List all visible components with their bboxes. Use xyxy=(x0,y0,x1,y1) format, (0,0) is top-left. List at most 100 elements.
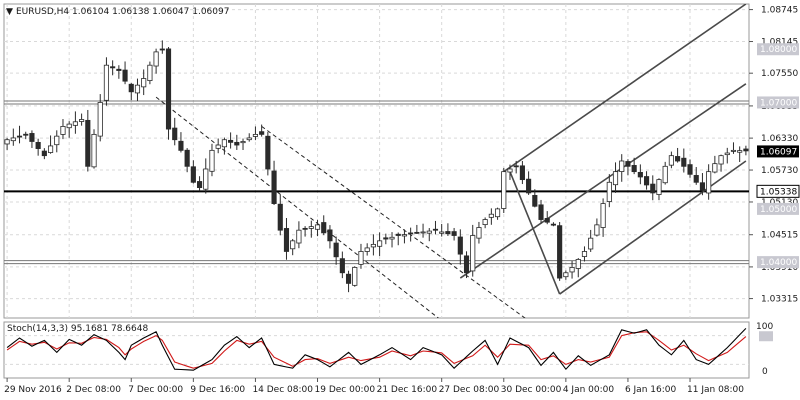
candle-body xyxy=(296,229,302,244)
channel-line xyxy=(261,126,526,318)
candle-body xyxy=(743,148,749,152)
candle xyxy=(79,113,85,126)
candle-body xyxy=(147,64,153,81)
candle xyxy=(252,126,259,141)
level-badge-label: 1.04000 xyxy=(760,258,797,268)
candle xyxy=(153,48,159,74)
candle xyxy=(668,151,674,169)
channel-line xyxy=(509,171,561,295)
candle-body xyxy=(538,204,544,220)
candle-body xyxy=(507,168,513,173)
candle xyxy=(41,148,47,160)
x-tick-label: 6 Jan 16:00 xyxy=(625,385,677,395)
candle xyxy=(296,221,302,249)
y-tick-label: 1.05730 xyxy=(761,166,798,176)
candle-body xyxy=(550,223,557,226)
candle-body xyxy=(463,255,470,274)
candle-body xyxy=(494,208,501,218)
channel-line xyxy=(559,160,747,295)
candle xyxy=(16,125,23,144)
candle-body xyxy=(557,225,563,279)
candle-body xyxy=(35,142,41,149)
candle-body xyxy=(408,232,414,235)
y-tick-label: 1.04515 xyxy=(761,231,798,241)
candle xyxy=(699,173,706,196)
y-tick-label: 1.08145 xyxy=(761,38,798,48)
candle-body xyxy=(321,222,327,234)
candle xyxy=(215,138,221,154)
candle-body xyxy=(476,227,482,239)
symbol-label: EURUSD,H4 xyxy=(16,7,69,17)
candle xyxy=(190,160,196,184)
candle-body xyxy=(594,224,600,236)
candle xyxy=(277,194,283,236)
stoch-signal-line xyxy=(6,331,747,369)
trend-channels xyxy=(155,4,747,318)
candle xyxy=(414,224,420,234)
candle xyxy=(662,161,668,185)
candle-body xyxy=(85,119,91,167)
candle-body xyxy=(277,203,283,231)
candle xyxy=(234,134,240,150)
candle xyxy=(650,175,656,201)
level-badge xyxy=(757,96,799,109)
candle-body xyxy=(314,224,321,230)
candle-body xyxy=(706,171,712,194)
candle xyxy=(718,154,724,172)
x-tick-label: 27 Dec 08:00 xyxy=(439,385,500,395)
candle xyxy=(594,218,600,237)
candle-body xyxy=(575,259,581,269)
candle xyxy=(141,69,147,96)
level-badge-label: 1.07000 xyxy=(760,98,797,108)
candle-body xyxy=(377,240,383,247)
candle xyxy=(526,171,532,195)
candle-body xyxy=(209,149,215,172)
candle xyxy=(513,160,519,174)
stoch-value-badge xyxy=(759,331,773,342)
candle xyxy=(724,147,730,164)
candle-body xyxy=(4,139,10,145)
candle-body xyxy=(718,155,724,165)
candle xyxy=(426,228,432,242)
candle xyxy=(178,132,184,153)
candle-body xyxy=(432,228,439,231)
candle-body xyxy=(165,48,172,130)
candle-body xyxy=(91,133,97,168)
time-axis[interactable]: 29 Nov 2016 2 Dec 08:00 7 Dec 00:00 9 Dec 1… xyxy=(4,378,744,395)
candle xyxy=(221,137,227,155)
candle xyxy=(128,83,134,101)
candle-body xyxy=(631,165,637,173)
level-badges: 1.08000 1.07000 1.06097 1.05338 1.05000 1.040… xyxy=(756,43,800,342)
main-panel-frame xyxy=(3,3,750,319)
x-tick-label: 7 Dec 00:00 xyxy=(128,385,183,395)
candle xyxy=(612,162,619,193)
candle-body xyxy=(693,175,699,183)
candle xyxy=(588,229,594,252)
candle-body xyxy=(737,150,743,153)
candle-body xyxy=(619,160,625,172)
candle xyxy=(259,124,265,137)
candle xyxy=(687,159,693,178)
candle-body xyxy=(501,171,507,209)
candle-body xyxy=(513,165,519,168)
candle-body xyxy=(190,166,196,183)
candle xyxy=(103,57,110,106)
candle-body xyxy=(581,251,588,257)
candle xyxy=(159,40,165,54)
candle-body xyxy=(103,64,110,101)
candle xyxy=(470,224,476,277)
candle-body xyxy=(650,183,656,194)
candle xyxy=(637,164,643,185)
chart-triangle-icon: ▼ xyxy=(6,7,13,17)
candle-body xyxy=(364,247,370,252)
level-badge xyxy=(756,184,800,198)
candle xyxy=(532,189,538,208)
candle xyxy=(656,178,662,201)
candle xyxy=(203,158,209,194)
candle xyxy=(432,220,439,235)
candle-body xyxy=(23,133,29,136)
candle-body xyxy=(184,149,190,167)
x-tick-label: 19 Dec 00:00 xyxy=(315,385,376,395)
candle xyxy=(501,167,507,214)
